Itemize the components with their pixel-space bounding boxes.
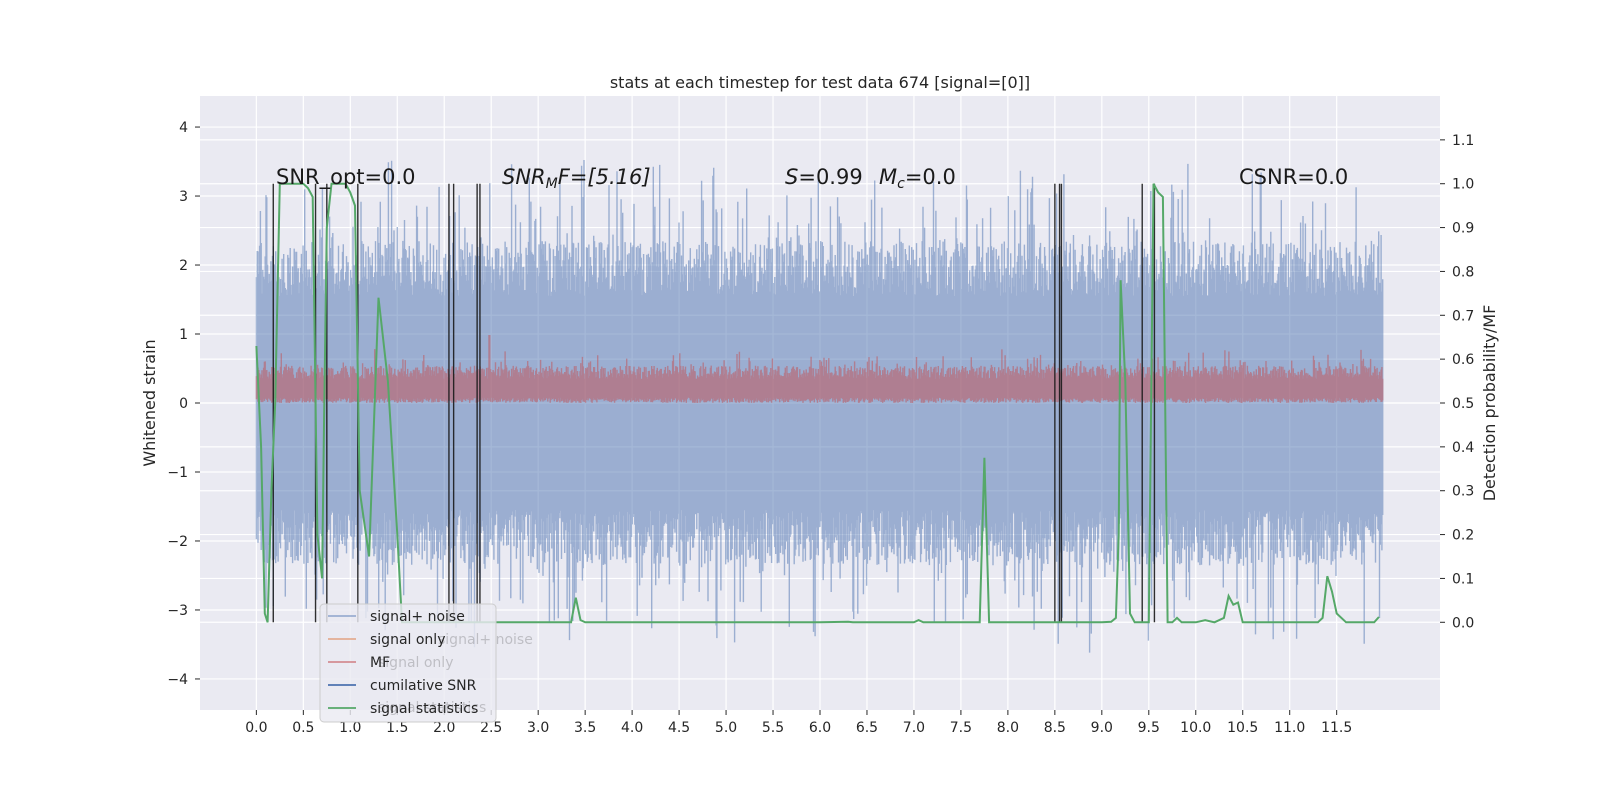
y-axis-left-title: Whitened strain xyxy=(140,339,159,466)
x-tick-label: 8.0 xyxy=(997,720,1019,736)
y-right-tick-label: 1.1 xyxy=(1452,133,1474,149)
y-right-tick-label: 0.2 xyxy=(1452,528,1474,544)
chart-title: stats at each timestep for test data 674… xyxy=(610,73,1030,92)
y-axis-right: 1.1 1.0 0.9 0.8 0.7 0.6 0.5 0.4 0.3 0.2 0.1 0.0 xyxy=(1440,133,1474,631)
y-right-tick-label: 0.5 xyxy=(1452,396,1474,412)
legend-label-signal-only: signal only xyxy=(370,632,445,648)
y-tick-label: 0 xyxy=(179,396,188,412)
x-tick-label: 2.5 xyxy=(480,720,502,736)
legend-label-mf: MF xyxy=(370,655,390,671)
y-right-tick-label: 0.6 xyxy=(1452,352,1474,368)
y-right-tick-label: 0.1 xyxy=(1452,571,1474,587)
annotation-snr-opt: SNR_opt=0.0 xyxy=(276,165,416,190)
signal-statistics-line xyxy=(255,182,1380,624)
x-tick-label: 10.5 xyxy=(1227,720,1258,736)
x-tick-label: 9.5 xyxy=(1138,720,1160,736)
x-tick-label: 7.0 xyxy=(903,720,925,736)
y-tick-label: −4 xyxy=(167,672,188,688)
x-tick-label: 8.5 xyxy=(1044,720,1066,736)
annotation-csnr: CSNR=0.0 xyxy=(1239,165,1348,189)
y-tick-label: 2 xyxy=(179,258,188,274)
y-right-tick-label: 0.7 xyxy=(1452,308,1474,324)
y-tick-label: 3 xyxy=(179,189,188,205)
x-tick-label: 10.0 xyxy=(1180,720,1211,736)
x-tick-label: 11.5 xyxy=(1321,720,1352,736)
annotation-snr-mf: SNRMF=[5.16] xyxy=(502,165,651,192)
y-right-tick-label: 0.0 xyxy=(1452,615,1474,631)
legend: signal+ noise signal only signal statist… xyxy=(319,603,533,723)
x-tick-label: 4.0 xyxy=(621,720,643,736)
legend-ghost-label: signal+ noise xyxy=(438,632,533,648)
x-tick-label: 5.5 xyxy=(762,720,784,736)
y-tick-label: −2 xyxy=(167,534,188,550)
y-tick-label: 4 xyxy=(179,120,188,136)
x-tick-label: 0.0 xyxy=(245,720,267,736)
annotation-mc: Mc=0.0 xyxy=(879,165,956,192)
signal-statistics-polyline xyxy=(255,182,1380,624)
y-axis-left: 4 3 2 1 0 −1 −2 −3 −4 xyxy=(167,120,200,688)
y-tick-label: −1 xyxy=(167,465,188,481)
x-tick-label: 9.0 xyxy=(1091,720,1113,736)
y-right-tick-label: 0.9 xyxy=(1452,221,1474,237)
y-right-tick-label: 0.4 xyxy=(1452,440,1474,456)
x-tick-label: 2.0 xyxy=(433,720,455,736)
legend-ghost-label: signal only xyxy=(378,655,453,671)
legend-label-signal-noise: signal+ noise xyxy=(370,609,465,625)
y-right-tick-label: 0.8 xyxy=(1452,264,1474,280)
x-tick-label: 7.5 xyxy=(950,720,972,736)
y-right-tick-label: 1.0 xyxy=(1452,177,1474,193)
x-tick-label: 3.5 xyxy=(574,720,596,736)
mf-trace xyxy=(255,335,1384,403)
legend-label-signal-statistics: signal statistics xyxy=(370,701,478,717)
annotation-s: S=0.99 xyxy=(785,165,863,189)
x-tick-label: 1.0 xyxy=(339,720,361,736)
x-tick-label: 3.0 xyxy=(527,720,549,736)
y-tick-label: −3 xyxy=(167,603,188,619)
x-tick-label: 5.0 xyxy=(715,720,737,736)
x-tick-label: 6.0 xyxy=(809,720,831,736)
y-tick-label: 1 xyxy=(179,327,188,343)
x-tick-label: 0.5 xyxy=(292,720,314,736)
legend-ghost-label: signal statistics xyxy=(378,700,486,716)
x-tick-label: 4.5 xyxy=(668,720,690,736)
legend-box xyxy=(319,603,497,723)
x-tick-label: 1.5 xyxy=(386,720,408,736)
mf-band xyxy=(255,335,1384,403)
y-right-tick-label: 0.3 xyxy=(1452,484,1474,500)
x-axis: 0.0 0.5 1.0 1.5 2.0 2.5 3.0 3.5 4.0 4.5 5.0 5.5 6.0 6… xyxy=(245,710,1352,736)
x-tick-label: 11.0 xyxy=(1274,720,1305,736)
legend-label-cumilative-snr: cumilative SNR xyxy=(370,678,477,694)
y-axis-right-title: Detection probability/MF xyxy=(1480,305,1499,502)
x-tick-label: 6.5 xyxy=(856,720,878,736)
